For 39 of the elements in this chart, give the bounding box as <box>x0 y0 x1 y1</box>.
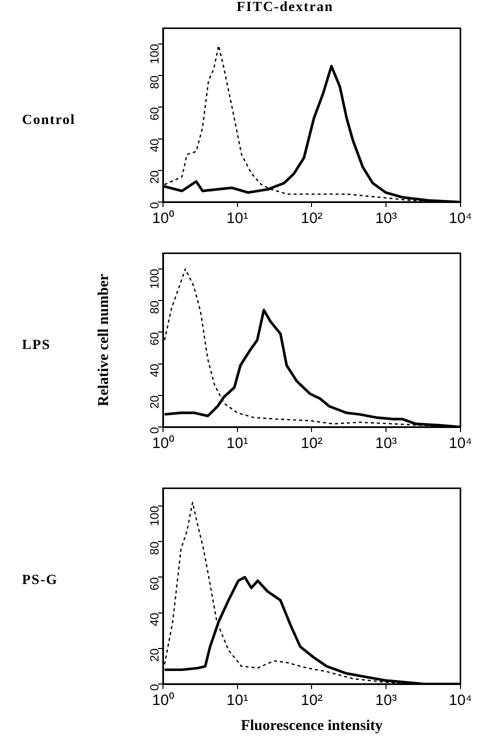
y-tick-label: 20 <box>147 170 162 184</box>
x-axis-title: Fluorescence intensity <box>240 718 384 734</box>
x-tick-label: 10⁴ <box>448 210 472 228</box>
text: Control <box>22 113 76 129</box>
x-tick-label: 10² <box>300 435 323 452</box>
y-tick-label: 0 <box>147 426 162 434</box>
x-tick-label: 10² <box>300 692 323 710</box>
y-tick-label: 20 <box>147 395 162 409</box>
chart-title: FITC-dextran <box>236 0 334 16</box>
y-tick-label: 80 <box>147 541 162 555</box>
x-tick-label: 10⁰ <box>152 210 174 228</box>
y-tick-label: 40 <box>147 612 162 626</box>
x-tick-label: 10³ <box>375 692 397 710</box>
x-tick-label: 10³ <box>375 210 397 228</box>
x-tick-label: 10¹ <box>226 210 248 228</box>
x-tick-label: 10¹ <box>226 435 248 452</box>
y-tick-label: 100 <box>147 268 162 290</box>
y-tick-label: 0 <box>147 202 162 209</box>
y-tick-label: 100 <box>147 44 162 64</box>
text: LPS <box>22 338 51 353</box>
y-tick-label: 20 <box>147 648 162 662</box>
x-tick-label: 10⁰ <box>152 692 174 710</box>
y-axis-title: Relative cell number <box>96 274 112 406</box>
y-tick-label: 100 <box>147 506 162 526</box>
y-tick-label: 60 <box>147 106 162 121</box>
y-tick-label: 40 <box>147 363 162 378</box>
x-tick-label: 10¹ <box>226 692 248 710</box>
y-tick-label: 60 <box>147 576 162 591</box>
x-tick-label: 10⁰ <box>152 435 174 452</box>
y-tick-label: 40 <box>147 138 162 152</box>
y-tick-label: 0 <box>147 684 162 691</box>
x-tick-label: 10⁴ <box>448 692 472 710</box>
y-tick-label: 80 <box>147 300 162 314</box>
x-tick-label: 10³ <box>375 435 397 452</box>
text: PS-G <box>22 573 59 589</box>
x-tick-label: 10⁴ <box>448 435 472 452</box>
y-tick-label: 80 <box>147 75 162 89</box>
y-tick-label: 60 <box>147 332 162 346</box>
x-tick-label: 10² <box>300 210 323 228</box>
